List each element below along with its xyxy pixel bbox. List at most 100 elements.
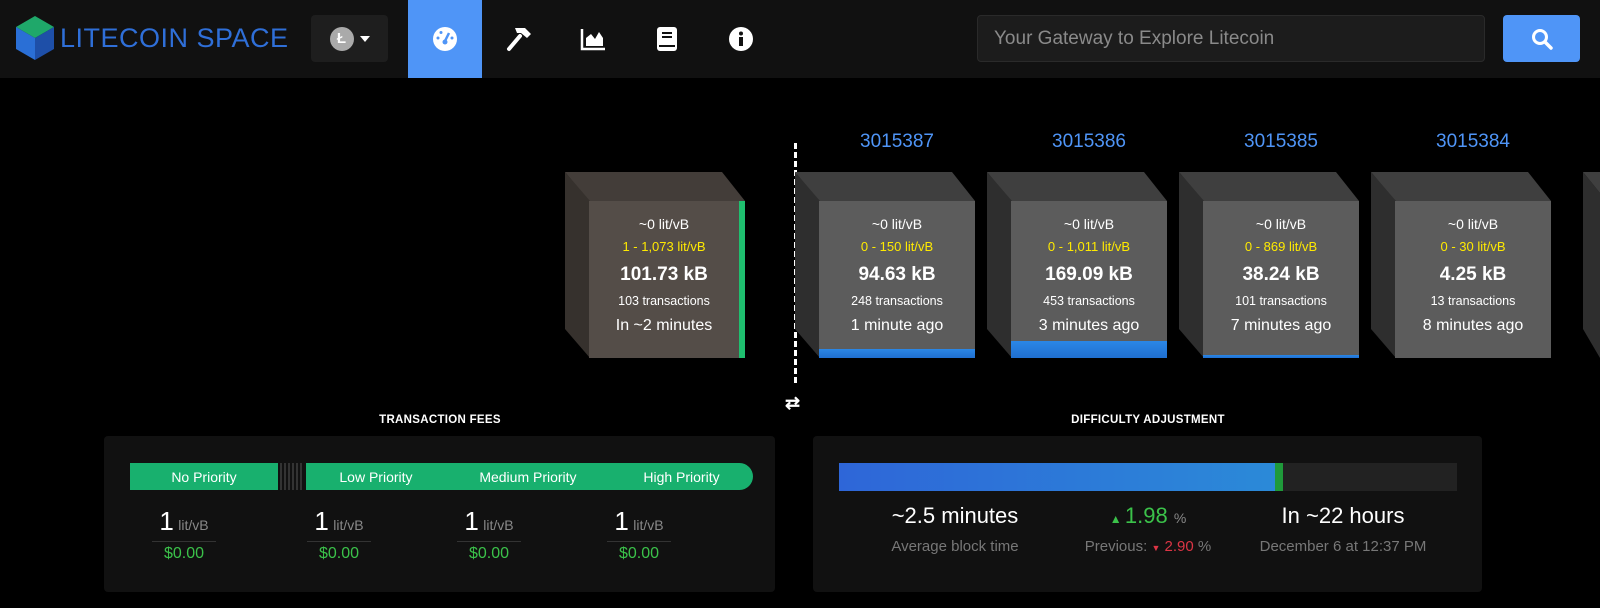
block-height-link[interactable]: 3015384 (1436, 131, 1510, 152)
cube-top (1179, 172, 1359, 201)
fee-unit: lit/vB (483, 517, 514, 533)
cube-side (795, 172, 820, 358)
fee-rate: 1 (464, 506, 479, 536)
next-adjustment: In ~22 hours December 6 at 12:37 PM (1243, 503, 1443, 555)
fee-estimate: 1 lit/vB $0.00 (139, 506, 229, 563)
median-fee: ~0 lit/vB (1447, 216, 1499, 232)
fee-unit: lit/vB (178, 517, 209, 533)
fee-estimate: 1 lit/vB $0.00 (444, 506, 534, 563)
tx-count: 103 transactions (618, 294, 710, 308)
difficulty-title: DIFFICULTY ADJUSTMENT (1071, 414, 1225, 426)
block-size: 94.63 kB (858, 264, 936, 285)
fees-title: TRANSACTION FEES (379, 414, 501, 426)
nav-graphs[interactable] (556, 0, 630, 78)
cube-side (987, 172, 1012, 358)
previous-label: Previous: (1084, 538, 1148, 555)
fee-estimate: 1 lit/vB $0.00 (294, 506, 384, 563)
fee-rate: 1 (614, 506, 629, 536)
nav-about[interactable] (704, 0, 778, 78)
cube-side (1371, 172, 1396, 358)
difficulty-progress-bar (839, 463, 1457, 491)
caret-down-icon (359, 35, 370, 42)
block-size: 169.09 kB (1045, 264, 1133, 285)
block-height-link[interactable]: 3015387 (860, 131, 934, 152)
change-unit: % (1173, 510, 1187, 526)
change-value: 1.98 (1124, 503, 1168, 528)
fee-gap (280, 463, 302, 490)
search-button[interactable] (1503, 15, 1580, 62)
up-arrow-icon: ▲ (1109, 512, 1125, 526)
logo[interactable]: LITECOIN SPACE (16, 16, 289, 60)
fee-usd: $0.00 (152, 541, 216, 563)
block-size: 101.73 kB (620, 264, 708, 285)
book-icon (657, 27, 677, 51)
fee-rate: 1 (159, 506, 174, 536)
tx-count: 101 transactions (1235, 294, 1327, 308)
mined-block[interactable]: ~0 lit/vB 0 - 150 lit/vB 94.63 kB 248 tr… (795, 172, 975, 358)
search-icon (1531, 28, 1553, 50)
mempool-block[interactable]: ~0 lit/vB 1 - 1,073 lit/vB 101.73 kB 103… (565, 172, 745, 358)
mined-block[interactable]: ~0 lit/vB 0 - 1,011 lit/vB 169.09 kB 453… (987, 172, 1167, 358)
fee-usd: $0.00 (307, 541, 371, 563)
area-chart-icon (580, 29, 605, 51)
tx-count: 13 transactions (1430, 294, 1516, 308)
block-time: 3 minutes ago (1038, 317, 1140, 334)
block-time: 8 minutes ago (1422, 317, 1524, 334)
nav-dashboard[interactable] (408, 0, 482, 78)
cube-side (565, 172, 590, 358)
avg-block-time-label: Average block time (891, 538, 1019, 555)
search-input[interactable] (977, 15, 1485, 62)
cube-top (565, 172, 745, 201)
network-selector[interactable]: Ł (311, 15, 388, 62)
swap-arrows-icon[interactable]: ⇄ (785, 393, 801, 413)
adjustment-eta: In ~22 hours (1281, 503, 1405, 528)
tx-count: 248 transactions (851, 294, 943, 308)
nav-docs[interactable] (630, 0, 704, 78)
block-face: ~0 lit/vB 0 - 869 lit/vB 38.24 kB 101 tr… (1203, 201, 1359, 358)
logo-text: LITECOIN SPACE (60, 22, 289, 53)
block-face: ~0 lit/vB 0 - 30 lit/vB 4.25 kB 13 trans… (1395, 201, 1551, 358)
fee-usd: $0.00 (607, 541, 671, 563)
block-size: 4.25 kB (1439, 264, 1507, 285)
block-fill-bar (1011, 340, 1167, 358)
mined-block-partial[interactable] (1583, 172, 1600, 358)
no-priority-label: No Priority (171, 468, 237, 485)
block-face: ~0 lit/vB 0 - 1,011 lit/vB 169.09 kB 453… (1011, 201, 1167, 358)
cube-side (1583, 172, 1600, 358)
block-height-link[interactable]: 3015385 (1244, 131, 1318, 152)
no-priority-bar: No Priority (130, 463, 278, 490)
block-height-link[interactable]: 3015386 (1052, 131, 1126, 152)
block-time: 7 minutes ago (1230, 317, 1332, 334)
cube-top (795, 172, 975, 201)
avg-block-time: ~2.5 minutes Average block time (855, 503, 1055, 555)
block-face: ~0 lit/vB 0 - 150 lit/vB 94.63 kB 248 tr… (819, 201, 975, 358)
difficulty-progress-fill (839, 463, 1278, 491)
difficulty-change-marker (1274, 463, 1283, 491)
difficulty-change: ▲ 1.98 % Previous: ▼ 2.90 % (1048, 503, 1248, 555)
median-fee: ~0 lit/vB (1063, 216, 1115, 232)
cube-side (1179, 172, 1204, 358)
top-nav-bar: LITECOIN SPACE Ł (0, 0, 1600, 78)
median-fee: ~0 lit/vB (638, 216, 690, 232)
litecoin-space-logo-icon (16, 16, 54, 60)
fee-unit: lit/vB (333, 517, 364, 533)
dashboard-icon (433, 27, 457, 51)
hammer-icon (507, 28, 531, 51)
previous-unit: % (1197, 538, 1212, 555)
low-priority-label: Low Priority (339, 468, 413, 485)
down-arrow-icon: ▼ (1151, 543, 1161, 553)
fee-range: 0 - 1,011 lit/vB (1047, 239, 1131, 254)
fee-unit: lit/vB (633, 517, 664, 533)
mined-block[interactable]: ~0 lit/vB 0 - 30 lit/vB 4.25 kB 13 trans… (1371, 172, 1551, 358)
cube-top (987, 172, 1167, 201)
transaction-fees-panel: No Priority Low Priority Medium Priority… (104, 436, 775, 592)
litecoin-icon: Ł (329, 26, 354, 51)
tx-count: 453 transactions (1043, 294, 1135, 308)
nav-mining[interactable] (482, 0, 556, 78)
block-fill-bar (819, 348, 975, 358)
medium-priority-label: Medium Priority (479, 468, 577, 485)
mined-block[interactable]: ~0 lit/vB 0 - 869 lit/vB 38.24 kB 101 tr… (1179, 172, 1359, 358)
fee-range: 0 - 30 lit/vB (1440, 239, 1506, 254)
block-eta: In ~2 minutes (615, 317, 713, 334)
fee-usd: $0.00 (457, 541, 521, 563)
